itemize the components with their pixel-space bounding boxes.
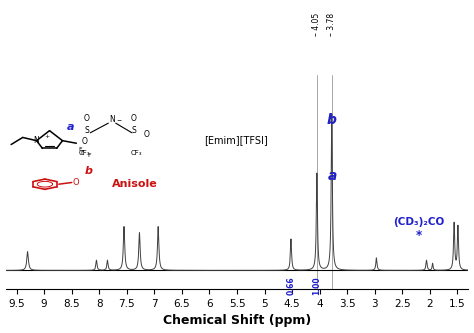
Text: b: b — [327, 113, 337, 127]
Text: S: S — [84, 126, 89, 135]
Text: a: a — [328, 169, 337, 183]
Text: b: b — [84, 166, 92, 175]
Text: F: F — [78, 147, 82, 152]
Text: F: F — [87, 153, 91, 158]
Text: Anisole: Anisole — [112, 179, 158, 189]
Text: O: O — [83, 114, 90, 123]
Text: (CD₃)₂CO: (CD₃)₂CO — [393, 217, 445, 227]
Text: +: + — [45, 134, 50, 139]
Text: F: F — [80, 150, 84, 155]
Text: CF₃: CF₃ — [131, 150, 142, 156]
Text: CF₃: CF₃ — [79, 150, 90, 156]
Text: 1.00: 1.00 — [312, 277, 321, 295]
Text: *: * — [416, 229, 422, 242]
Text: O: O — [130, 114, 136, 123]
Text: O: O — [73, 177, 79, 186]
Text: −: − — [117, 117, 122, 122]
Text: 0.66: 0.66 — [286, 277, 295, 295]
Text: S: S — [132, 126, 137, 135]
Text: O: O — [144, 130, 149, 139]
Text: [Emim][TFSI]: [Emim][TFSI] — [205, 135, 268, 145]
Text: – 3.78: – 3.78 — [327, 13, 336, 36]
Text: a: a — [67, 122, 74, 132]
X-axis label: Chemical Shift (ppm): Chemical Shift (ppm) — [163, 314, 311, 327]
Text: N: N — [33, 136, 39, 145]
Text: – 4.05: – 4.05 — [312, 13, 321, 36]
Text: N: N — [109, 115, 115, 124]
Text: O: O — [82, 137, 87, 146]
